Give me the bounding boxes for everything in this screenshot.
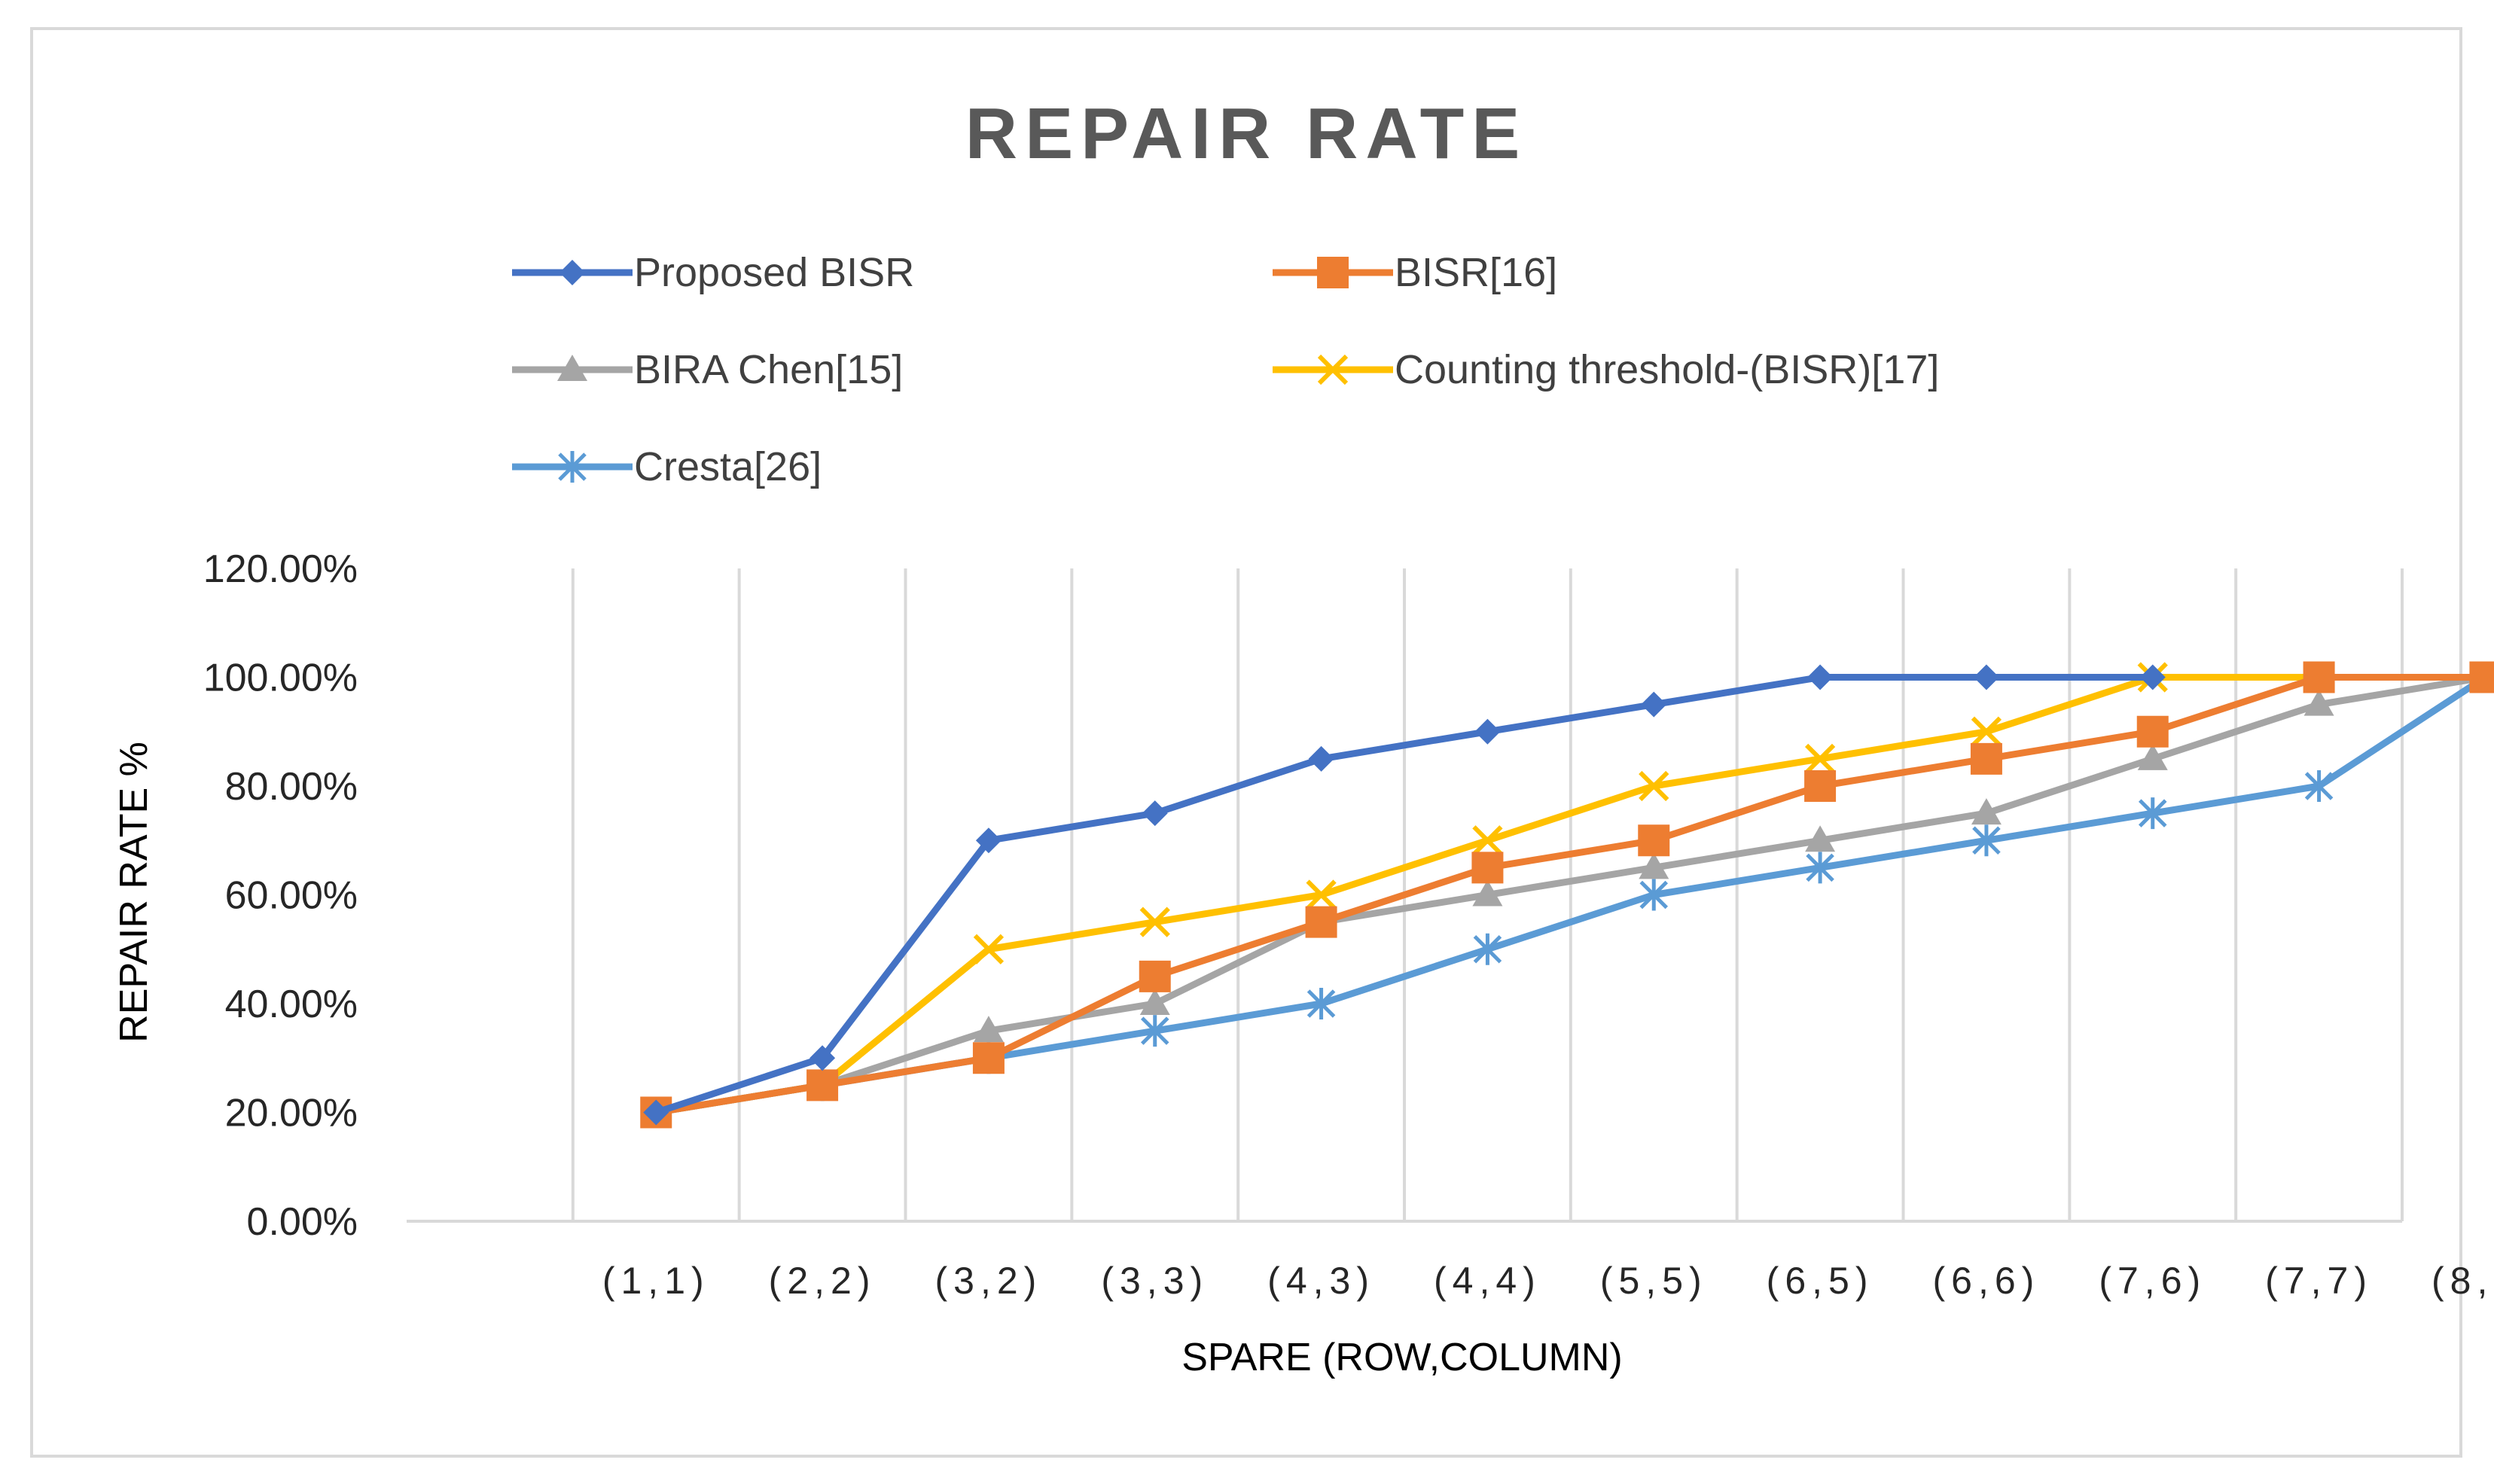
legend-item-bisr-16: BISR[16] bbox=[1273, 250, 1557, 295]
series-cresta-26 bbox=[642, 661, 2494, 1129]
legend-label: Counting threshold-(BISR)[17] bbox=[1395, 347, 1939, 392]
y-tick-label: 100.00% bbox=[203, 657, 358, 700]
x-axis-title: SPARE (ROW,COLUMN) bbox=[1181, 1336, 1623, 1379]
data-point bbox=[975, 827, 1002, 854]
legend-label: Proposed BISR bbox=[634, 250, 914, 295]
legend: Proposed BISR BISR[16] BIRA Chen[15] Counti… bbox=[512, 250, 1939, 489]
data-point bbox=[1305, 906, 1337, 938]
data-point bbox=[1472, 879, 1503, 907]
chart-title: REPAIR RATE bbox=[965, 93, 1527, 174]
data-point bbox=[1306, 988, 1336, 1019]
data-point bbox=[2136, 715, 2169, 748]
data-point bbox=[973, 934, 1005, 964]
data-point bbox=[1471, 852, 1504, 884]
data-point bbox=[1142, 800, 1168, 827]
legend-marker bbox=[1317, 257, 1349, 288]
legend-label: BIRA Chen[15] bbox=[634, 347, 903, 392]
legend-marker bbox=[557, 355, 587, 381]
legend-item-cresta-26: Cresta[26] bbox=[512, 444, 822, 489]
data-point bbox=[2303, 689, 2334, 716]
chart-frame bbox=[30, 27, 2462, 1458]
data-point bbox=[1971, 798, 2002, 825]
data-point bbox=[1139, 960, 1171, 992]
legend-marker bbox=[559, 260, 585, 285]
legend-item-bira-chen-15: BIRA Chen[15] bbox=[512, 347, 903, 392]
data-point bbox=[1473, 933, 1502, 965]
x-tick-label: (6,5) bbox=[1767, 1260, 1874, 1302]
data-point bbox=[1641, 691, 1667, 718]
data-point bbox=[1139, 907, 1170, 937]
legend-label: Cresta[26] bbox=[634, 444, 822, 489]
data-point bbox=[2139, 664, 2166, 690]
series-line bbox=[652, 674, 2489, 1116]
y-tick-label: 60.00% bbox=[225, 874, 358, 918]
data-point bbox=[1970, 742, 2002, 775]
data-point bbox=[1807, 664, 1834, 690]
y-tick-label: 40.00% bbox=[225, 983, 358, 1026]
x-tick-label: (3,3) bbox=[1101, 1260, 1209, 1302]
y-axis-title: REPAIR RATE % bbox=[112, 742, 156, 1043]
data-point bbox=[2304, 770, 2334, 802]
data-point bbox=[643, 1099, 669, 1126]
data-point bbox=[1472, 825, 1503, 856]
series-layer bbox=[640, 661, 2494, 1129]
data-point bbox=[2137, 743, 2168, 770]
data-point bbox=[1306, 879, 1337, 910]
data-point bbox=[1973, 664, 1999, 690]
x-tick-label: (7,6) bbox=[2099, 1260, 2206, 1302]
y-axis-ticks: 0.00% 20.00% 40.00% 60.00% 80.00% 100.00% 120.… bbox=[203, 547, 358, 1244]
x-tick-label: (4,3) bbox=[1267, 1260, 1375, 1302]
x-axis-ticks: (1,1) (2,2) (3,2) (3,3) (4,3) (4,4) (5,5) (6,5)… bbox=[602, 1260, 2494, 1302]
data-point bbox=[1972, 824, 2001, 857]
data-point bbox=[1474, 718, 1501, 745]
legend-item-proposed-bisr: Proposed BISR bbox=[512, 250, 914, 295]
y-tick-label: 20.00% bbox=[225, 1092, 358, 1135]
data-point bbox=[2303, 661, 2335, 693]
legend-label: BISR[16] bbox=[1395, 250, 1557, 295]
data-point bbox=[806, 1069, 839, 1102]
data-point bbox=[1805, 825, 1836, 852]
y-tick-label: 120.00% bbox=[203, 547, 358, 591]
series-bira-chen-15 bbox=[641, 662, 2494, 1124]
data-point bbox=[1139, 989, 1170, 1015]
data-point bbox=[1639, 852, 1669, 879]
data-point bbox=[1639, 770, 1669, 802]
data-point bbox=[1140, 1015, 1169, 1047]
x-tick-label: (6,6) bbox=[1933, 1260, 2041, 1302]
data-point bbox=[2138, 797, 2167, 830]
x-tick-label: (1,1) bbox=[602, 1260, 710, 1302]
data-point bbox=[973, 1016, 1004, 1043]
y-tick-label: 0.00% bbox=[247, 1200, 358, 1244]
data-point bbox=[1971, 716, 2002, 747]
x-tick-label: (5,5) bbox=[1600, 1260, 1708, 1302]
series-line bbox=[652, 674, 2489, 1116]
data-point bbox=[972, 1042, 1005, 1074]
series-proposed-bisr bbox=[643, 664, 2166, 1126]
data-point bbox=[1804, 743, 1836, 774]
series-line bbox=[652, 674, 2157, 1116]
legend-marker bbox=[1317, 354, 1349, 385]
x-tick-label: (3,2) bbox=[935, 1260, 1043, 1302]
x-tick-label: (2,2) bbox=[769, 1260, 877, 1302]
x-tick-label: (4,4) bbox=[1434, 1260, 1541, 1302]
data-point bbox=[2469, 661, 2494, 693]
series-bisr-16 bbox=[640, 661, 2494, 1129]
x-tick-label: (7,7) bbox=[2265, 1260, 2373, 1302]
legend-marker bbox=[558, 451, 587, 483]
data-point bbox=[1638, 824, 1670, 857]
data-point bbox=[1804, 770, 1837, 802]
legend-item-counting-threshold-bisr-17: Counting threshold-(BISR)[17] bbox=[1273, 347, 1939, 392]
data-point bbox=[809, 1045, 836, 1071]
data-point bbox=[1639, 879, 1669, 911]
data-point bbox=[1308, 745, 1334, 772]
x-tick-label: (8,8) bbox=[2431, 1260, 2494, 1302]
y-tick-label: 80.00% bbox=[225, 765, 358, 809]
series-line bbox=[652, 674, 2489, 1116]
data-point bbox=[1806, 852, 1834, 884]
